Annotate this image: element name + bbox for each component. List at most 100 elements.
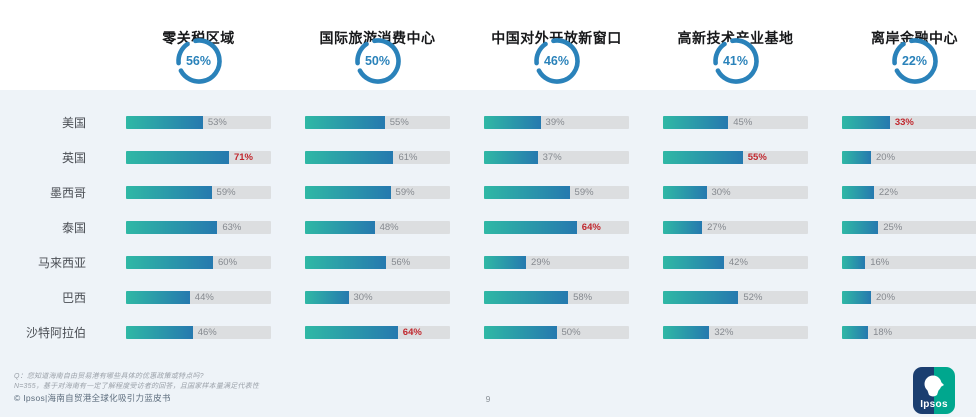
bar-value-label: 59% — [574, 187, 594, 198]
bar-track: 30% — [305, 291, 450, 304]
bar-value-label: 30% — [711, 187, 731, 198]
bar-value-label: 20% — [876, 152, 896, 163]
bar-fill — [842, 221, 879, 234]
bar-cell: 32% — [663, 315, 808, 350]
country-label: 美国 — [61, 116, 86, 130]
bar-cell: 58% — [484, 280, 629, 315]
bar-cell: 61% — [305, 140, 450, 175]
bar-fill — [305, 291, 349, 304]
column-header: 零关税区域 — [126, 0, 271, 54]
ipsos-logo: Ipsos — [913, 367, 955, 414]
row-label-cell: 沙特阿拉伯 — [0, 315, 92, 350]
bar-track: 59% — [305, 186, 450, 199]
bar-value-label: 56% — [391, 257, 411, 268]
donut-value-label: 50% — [364, 54, 391, 68]
donut-value-label: 56% — [185, 54, 212, 68]
page-number: 9 — [485, 394, 491, 404]
bar-track: 37% — [484, 151, 629, 164]
country-label: 马来西亚 — [37, 256, 86, 270]
donut-spacer — [0, 35, 92, 87]
bar-fill — [842, 116, 890, 129]
bar-track: 29% — [484, 256, 629, 269]
bar-fill — [663, 151, 743, 164]
bar-track: 27% — [663, 221, 808, 234]
donut-ring-icon: 22% — [890, 36, 940, 86]
bar-cell: 53% — [126, 105, 271, 140]
question-note: Q：您知道海南自由贸易港有哪些具体的优惠政策或特点吗? — [14, 373, 204, 380]
bar-fill — [305, 221, 375, 234]
bar-track: 59% — [126, 186, 271, 199]
column-title: 离岸金融中心 — [871, 30, 958, 46]
bar-value-label: 39% — [545, 117, 565, 128]
donut-value-label: 41% — [722, 54, 749, 68]
bar-track: 55% — [305, 116, 450, 129]
bar-track: 16% — [842, 256, 976, 269]
column-header: 国际旅游消费中心 — [305, 0, 450, 54]
bar-track: 22% — [842, 186, 976, 199]
bar-value-label: 18% — [873, 327, 893, 338]
bar-cell: 59% — [484, 175, 629, 210]
column-title: 中国对外开放新窗口 — [491, 30, 622, 46]
country-label: 墨西哥 — [49, 186, 86, 200]
bar-value-label: 50% — [561, 327, 581, 338]
bar-fill — [126, 256, 213, 269]
bar-track: 20% — [842, 291, 976, 304]
bar-cell: 46% — [126, 315, 271, 350]
bar-cell: 50% — [484, 315, 629, 350]
bar-cell: 60% — [126, 245, 271, 280]
bar-track: 61% — [305, 151, 450, 164]
bar-cell: 39% — [484, 105, 629, 140]
bar-fill — [842, 186, 874, 199]
bar-value-label: 25% — [883, 222, 903, 233]
bar-track: 64% — [484, 221, 629, 234]
bar-track: 33% — [842, 116, 976, 129]
bar-fill — [126, 326, 193, 339]
bar-cell: 63% — [126, 210, 271, 245]
bar-cell: 44% — [126, 280, 271, 315]
donut-ring-icon: 46% — [532, 36, 582, 86]
bar-track: 25% — [842, 221, 976, 234]
column-title: 高新技术产业基地 — [677, 30, 794, 46]
bar-value-label: 48% — [379, 222, 399, 233]
bar-value-label: 44% — [194, 292, 214, 303]
bar-track: 63% — [126, 221, 271, 234]
bar-value-label: 27% — [707, 222, 727, 233]
bar-track: 18% — [842, 326, 976, 339]
bar-fill — [663, 116, 729, 129]
bar-track: 60% — [126, 256, 271, 269]
bar-fill — [305, 256, 387, 269]
bar-cell: 30% — [663, 175, 808, 210]
bar-cell: 29% — [484, 245, 629, 280]
column-header: 中国对外开放新窗口 — [484, 0, 629, 54]
bar-value-label: 37% — [542, 152, 562, 163]
bar-cell: 56% — [305, 245, 450, 280]
bar-fill — [663, 291, 739, 304]
bar-cell: 64% — [484, 210, 629, 245]
bar-track: 32% — [663, 326, 808, 339]
bar-value-label: 52% — [743, 292, 763, 303]
bar-value-label: 45% — [733, 117, 753, 128]
bar-track: 20% — [842, 151, 976, 164]
row-label-cell: 马来西亚 — [0, 245, 92, 280]
bar-value-label: 53% — [207, 117, 227, 128]
column-header: 高新技术产业基地 — [663, 0, 808, 54]
bar-track: 56% — [305, 256, 450, 269]
bar-cell: 59% — [126, 175, 271, 210]
bar-cell: 22% — [842, 175, 976, 210]
bar-fill — [484, 151, 538, 164]
bar-track: 44% — [126, 291, 271, 304]
bar-value-label: 61% — [398, 152, 418, 163]
bar-fill — [663, 186, 707, 199]
bar-value-label: 46% — [197, 327, 217, 338]
bar-fill — [305, 326, 398, 339]
ipsos-logo-text: Ipsos — [920, 399, 948, 410]
donut-ring-icon: 50% — [353, 36, 403, 86]
donut-value-label: 22% — [901, 54, 928, 68]
country-label: 沙特阿拉伯 — [25, 326, 86, 340]
bar-track: 50% — [484, 326, 629, 339]
bar-track: 48% — [305, 221, 450, 234]
bar-value-label: 32% — [714, 327, 734, 338]
bar-fill — [663, 326, 710, 339]
bar-fill — [484, 221, 577, 234]
